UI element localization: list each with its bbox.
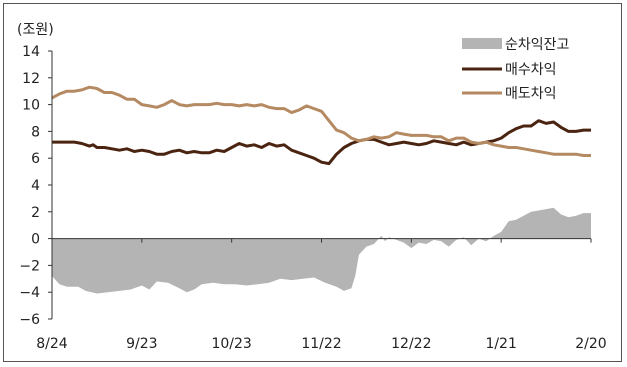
- x-tick-label: 10/23: [211, 336, 251, 352]
- x-tick-label: 1/21: [485, 336, 516, 352]
- y-tick-label: 4: [31, 178, 40, 194]
- y-tick-label: 10: [22, 98, 40, 114]
- series-area-net: [52, 207, 591, 294]
- legend-swatch-net: [462, 38, 502, 49]
- x-tick-label: 12/22: [391, 336, 431, 352]
- legend-label-buy: 매수차익: [505, 62, 557, 78]
- legend-label-net: 순차익잔고: [505, 37, 570, 53]
- y-tick-label: −6: [19, 312, 40, 328]
- legend-label-sell: 매도차익: [505, 86, 557, 102]
- x-tick-label: 2/20: [575, 336, 606, 352]
- x-tick-label: 11/22: [301, 336, 341, 352]
- x-tick-label: 9/23: [126, 336, 157, 352]
- axis-layer: 14 12 10 8 6 4 2 0 −2 −4 −6 8/24 9/23 10/23 11/22 12/22…: [19, 44, 606, 352]
- series-line-sell: [51, 85, 591, 157]
- y-tick-label: 0: [31, 232, 40, 248]
- chart-frame: [3, 3, 622, 362]
- y-tick-label: −4: [19, 285, 40, 301]
- y-tick-label: 2: [31, 205, 40, 221]
- y-tick-label: 14: [22, 44, 40, 60]
- area-layer: [52, 207, 591, 294]
- y-tick-label: −2: [19, 258, 40, 274]
- unit-label: (조원): [17, 22, 54, 38]
- y-tick-label: 12: [22, 71, 40, 87]
- y-tick-label: 8: [31, 124, 40, 140]
- y-tick-label: 6: [31, 151, 40, 167]
- series-line-buy: [52, 119, 591, 166]
- x-tick-label: 8/24: [36, 336, 68, 352]
- line-layer: [51, 85, 591, 166]
- legend: 순차익잔고 매수차익 매도차익: [462, 37, 570, 102]
